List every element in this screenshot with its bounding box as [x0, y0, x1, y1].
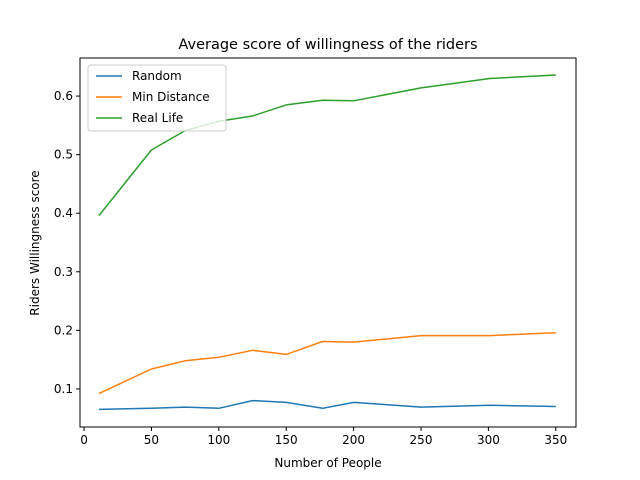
legend-box: [87, 64, 227, 132]
legend: Random Min Distance Real Life: [87, 64, 227, 132]
x-tick-label: 250: [410, 433, 433, 447]
y-tick-label: 0.5: [54, 148, 73, 162]
y-tick-label: 0.6: [54, 89, 73, 103]
y-axis-label: Riders Willingness score: [28, 170, 42, 315]
series-layer: [98, 74, 556, 411]
plot-frame: [79, 57, 577, 428]
x-tick-label: 50: [144, 433, 159, 447]
series-line-real-life: [98, 74, 556, 217]
y-axis: 0.1 0.2 0.3 0.4 0.5 0.6: [54, 89, 80, 396]
x-axis: 0 50 100 150 200 250 300 350: [80, 427, 567, 447]
x-tick-label: 200: [342, 433, 365, 447]
x-tick-label: 100: [207, 433, 230, 447]
y-tick-label: 0.1: [54, 382, 73, 396]
x-tick-label: 300: [477, 433, 500, 447]
series-line-random: [98, 399, 556, 411]
y-tick-label: 0.4: [54, 206, 73, 220]
y-tick-label: 0.2: [54, 323, 73, 337]
x-tick-label: 150: [275, 433, 298, 447]
series-line-min-distance: [98, 331, 556, 395]
chart-title: Average score of willingness of the ride…: [178, 37, 477, 53]
x-tick-label: 350: [544, 433, 567, 447]
x-tick-label: 0: [80, 433, 88, 447]
legend-label-min-distance: Min Distance: [132, 90, 210, 104]
y-tick-label: 0.3: [54, 265, 73, 279]
legend-label-real-life: Real Life: [132, 111, 183, 125]
x-axis-label: Number of People: [274, 456, 381, 470]
legend-label-random: Random: [132, 69, 182, 83]
